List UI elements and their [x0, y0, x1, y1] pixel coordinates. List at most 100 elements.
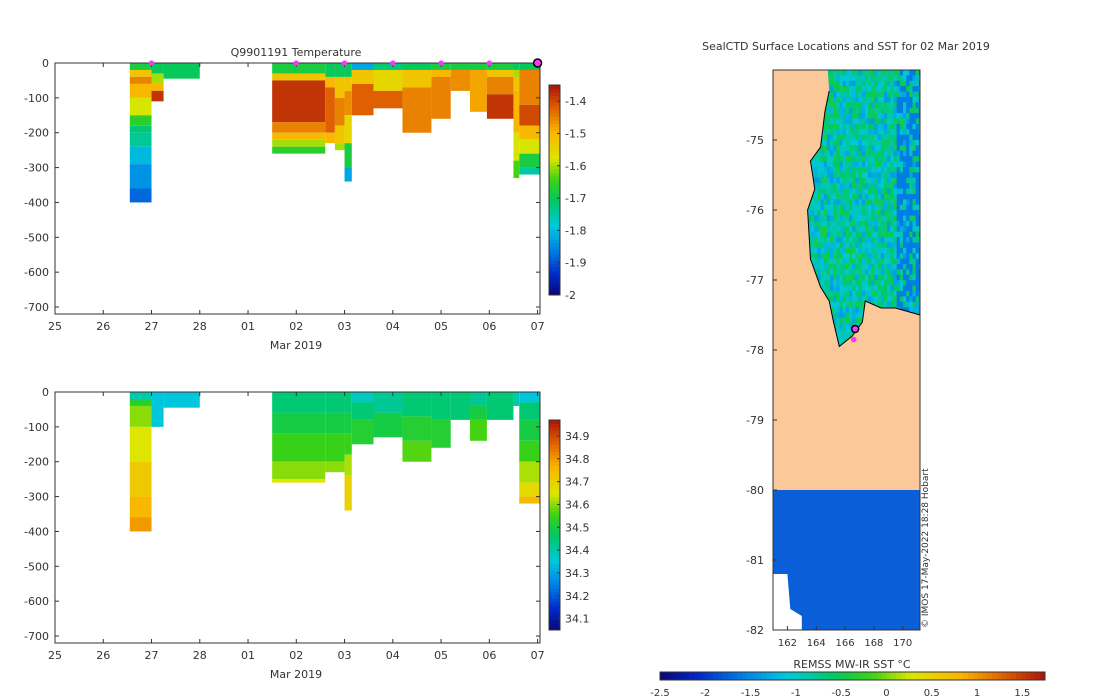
sst-cell — [836, 226, 841, 233]
sst-cell — [896, 220, 901, 227]
sst-cell — [893, 150, 898, 157]
sst-cell — [858, 226, 863, 233]
sst-cell — [880, 253, 885, 260]
map-colorbar-cell — [934, 672, 940, 680]
sst-cell — [858, 247, 863, 254]
sst-cell — [893, 274, 898, 281]
sst-cell — [893, 253, 898, 260]
sst-cell — [836, 307, 841, 314]
sst-cell — [918, 237, 920, 244]
ice-region — [773, 490, 920, 630]
sst-cell — [877, 301, 882, 308]
map-colorbar-cell — [727, 672, 733, 680]
sst-cell — [902, 242, 907, 249]
sst-cell — [899, 129, 904, 136]
sst-cell — [864, 285, 869, 292]
sst-cell — [868, 204, 872, 211]
sst-cell — [902, 274, 907, 281]
map-colorbar-cell — [963, 672, 969, 680]
sst-cell — [883, 96, 888, 103]
map-colorbar-cell — [785, 672, 791, 680]
sst-cell — [915, 264, 920, 271]
sst-cell — [887, 237, 891, 244]
sst-cell — [826, 172, 831, 179]
sst-cell — [833, 323, 838, 330]
sst-cell — [842, 156, 847, 163]
sst-cell — [823, 145, 828, 152]
sst-cell — [871, 264, 876, 271]
sst-cell — [861, 113, 866, 120]
sst-cell — [814, 226, 818, 233]
temperature-panel: Q9901191 Temperature 0-100-200-300-400-5… — [24, 46, 586, 352]
sst-cell — [852, 123, 857, 130]
sst-cell — [855, 113, 860, 120]
sst-cell — [864, 150, 869, 157]
sst-cell — [896, 70, 901, 76]
sst-cell — [839, 80, 844, 87]
sst-cell — [823, 237, 828, 244]
sst-cell — [855, 285, 860, 292]
sst-cell — [918, 118, 920, 125]
sst-cell — [906, 247, 910, 254]
sst-cell — [868, 86, 872, 93]
sst-cell — [861, 285, 866, 292]
sst-cell — [868, 75, 872, 82]
map-title: SealCTD Surface Locations and SST for 02… — [702, 40, 990, 53]
map-colorbar-cell — [924, 672, 930, 680]
sst-cell — [902, 134, 907, 141]
sst-cell — [868, 183, 872, 190]
profile-cell — [344, 143, 352, 168]
sst-cell — [833, 226, 838, 233]
sst-cell — [830, 70, 834, 76]
sst-cell — [909, 204, 914, 211]
sst-cell — [849, 167, 853, 174]
sst-cell — [887, 113, 891, 120]
sst-cell — [852, 231, 857, 238]
sst-cell — [871, 204, 876, 211]
sst-cell — [883, 285, 888, 292]
map-y-tick-label: -80 — [746, 484, 764, 497]
sst-cell — [811, 210, 815, 217]
sst-cell — [896, 96, 901, 103]
map-colorbar-cell — [828, 672, 834, 680]
sst-cell — [912, 140, 917, 147]
sst-cell — [890, 177, 895, 184]
map-colorbar-tick-label: 0 — [883, 688, 889, 699]
sst-cell — [899, 285, 904, 292]
sst-cell — [918, 156, 920, 163]
map-colorbar-cell — [876, 672, 882, 680]
sst-cell — [861, 188, 866, 195]
sst-cell — [849, 156, 853, 163]
map-colorbar-cell — [722, 672, 728, 680]
profile-cell — [129, 426, 152, 462]
sst-cell — [893, 129, 898, 136]
sst-cell — [883, 156, 888, 163]
sst-cell — [811, 215, 815, 222]
sst-cell — [874, 145, 879, 152]
sst-cell — [849, 237, 853, 244]
colorbar-cell — [549, 546, 560, 550]
profile-cell — [513, 76, 520, 91]
sst-cell — [861, 247, 866, 254]
y-tick-label: -200 — [24, 456, 49, 469]
sst-cell — [823, 204, 828, 211]
sst-cell — [833, 118, 838, 125]
sst-cell — [830, 102, 834, 109]
sst-cell — [899, 177, 904, 184]
sst-cell — [820, 193, 825, 200]
sst-cell — [852, 86, 857, 93]
sst-cell — [890, 242, 895, 249]
sst-cell — [887, 177, 891, 184]
sst-cell — [883, 75, 888, 82]
sst-cell — [858, 140, 863, 147]
sst-cell — [852, 188, 857, 195]
sst-cell — [868, 231, 872, 238]
sst-cell — [861, 145, 866, 152]
sst-cell — [906, 253, 910, 260]
sst-cell — [849, 296, 853, 303]
sst-cell — [871, 253, 876, 260]
profile-cell — [151, 90, 164, 102]
sst-cell — [899, 183, 904, 190]
sst-cell — [833, 145, 838, 152]
colorbar-tick-label: -1.8 — [565, 224, 586, 237]
